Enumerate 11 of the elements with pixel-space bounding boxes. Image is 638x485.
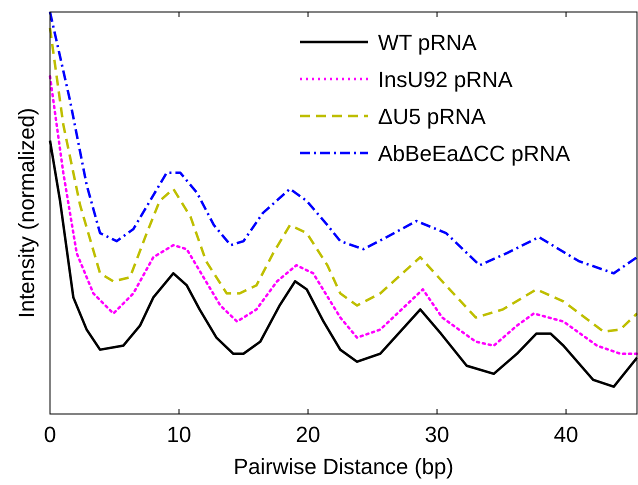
x-tick-label: 20 — [296, 422, 320, 447]
x-axis-title: Pairwise Distance (bp) — [233, 454, 454, 479]
y-axis-title: Intensity (normalized) — [14, 108, 39, 318]
legend-label: InsU92 pRNA — [378, 67, 513, 92]
x-tick-label: 10 — [166, 422, 192, 447]
legend-label: ΔU5 pRNA — [378, 104, 486, 129]
x-tick-label: 30 — [424, 422, 450, 447]
x-tick-label: 0 — [44, 422, 56, 447]
legend-label: AbBeEaΔCC pRNA — [378, 141, 570, 166]
legend-label: WT pRNA — [378, 30, 477, 55]
x-tick-label: 40 — [554, 422, 578, 447]
